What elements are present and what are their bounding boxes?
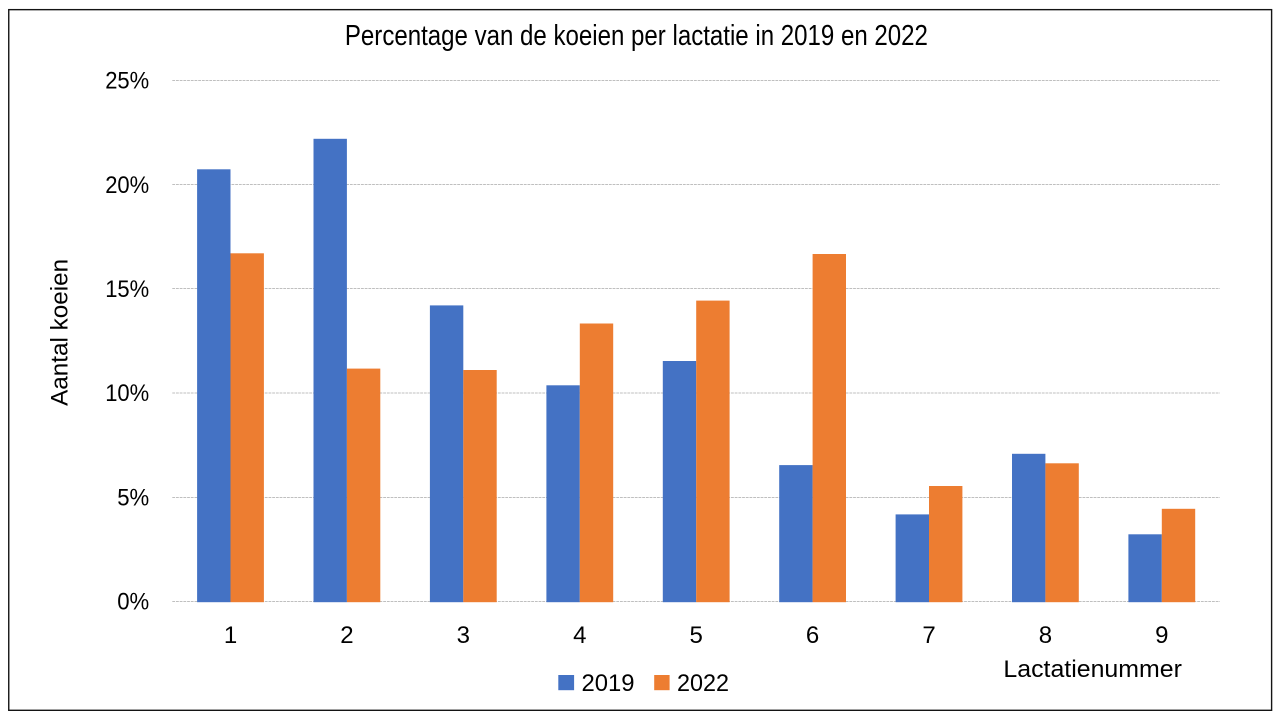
svg-text:0%: 0% (117, 589, 149, 616)
svg-text:6: 6 (806, 622, 819, 649)
svg-text:4: 4 (573, 622, 586, 649)
svg-text:Lactatienummer: Lactatienummer (1003, 656, 1182, 683)
svg-text:25%: 25% (105, 67, 149, 94)
svg-text:3: 3 (457, 622, 470, 649)
svg-text:8: 8 (1039, 622, 1052, 649)
svg-text:Aantal koeien: Aantal koeien (47, 259, 74, 406)
svg-text:9: 9 (1155, 622, 1168, 649)
svg-text:20%: 20% (105, 172, 149, 199)
svg-text:5%: 5% (117, 485, 149, 512)
svg-text:5: 5 (690, 622, 703, 649)
svg-text:15%: 15% (105, 276, 149, 303)
svg-text:1: 1 (224, 622, 237, 649)
svg-text:Percentage van de koeien per l: Percentage van de koeien per lactatie in… (345, 20, 928, 52)
svg-text:2022: 2022 (677, 670, 729, 697)
svg-text:2019: 2019 (582, 670, 635, 697)
svg-text:7: 7 (922, 622, 935, 649)
svg-text:2: 2 (340, 622, 353, 649)
svg-text:10%: 10% (105, 380, 149, 407)
